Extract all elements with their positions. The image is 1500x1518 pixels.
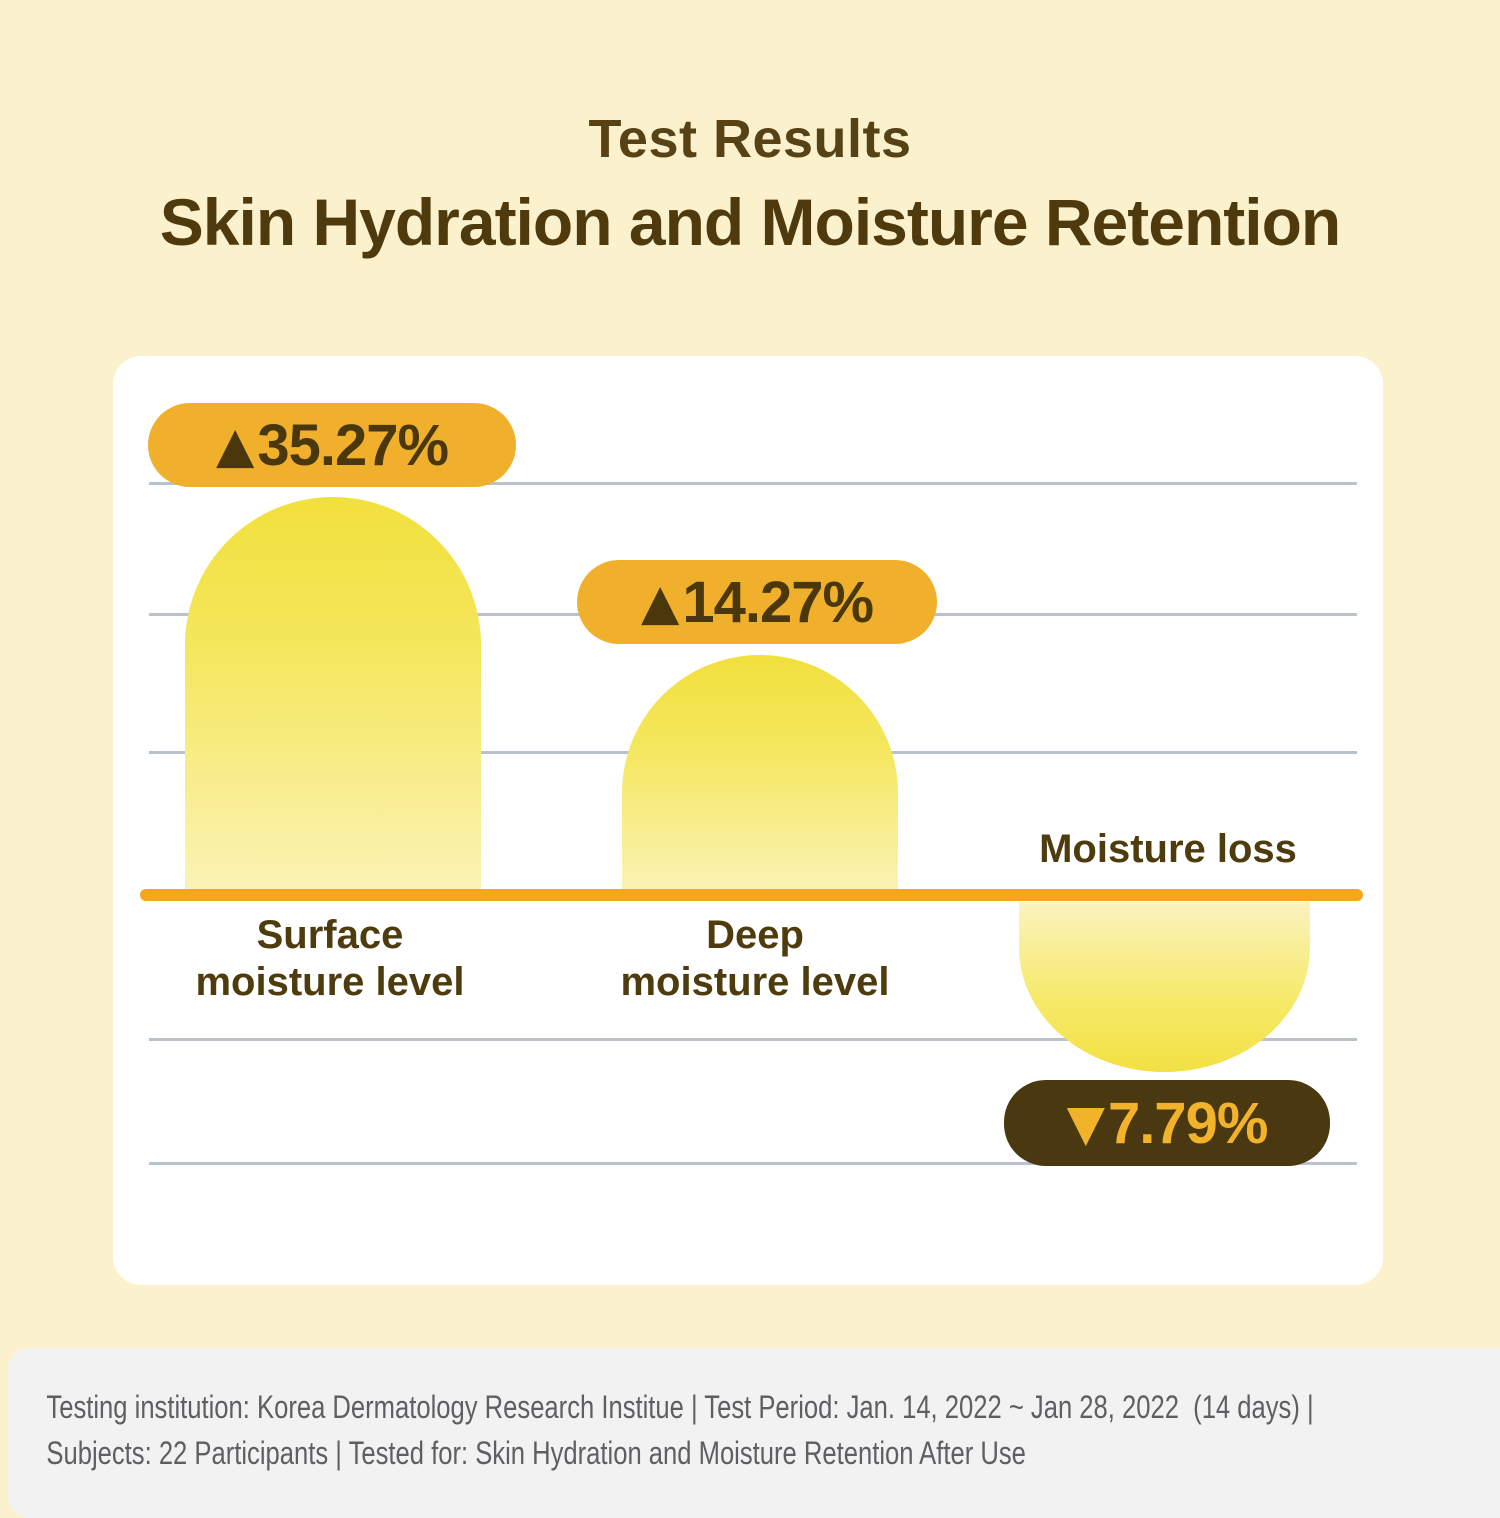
down-triangle-icon: ▼ — [1066, 1094, 1105, 1152]
header: Test Results Skin Hydration and Moisture… — [0, 108, 1500, 260]
badge-loss-value: ▼ 7.79% — [1004, 1080, 1330, 1166]
gridline — [149, 1038, 1357, 1041]
badge-value: 14.27% — [682, 569, 874, 635]
category-label-surface: Surface moisture level — [130, 912, 530, 1006]
page-title: Skin Hydration and Moisture Retention — [159, 185, 1341, 259]
badge-value: 7.79% — [1107, 1090, 1268, 1156]
category-label-line: moisture level — [195, 959, 465, 1004]
header-kicker: Test Results — [588, 109, 912, 169]
bar-surface-moisture — [185, 497, 481, 896]
category-label-line: moisture level — [620, 959, 890, 1004]
category-label-line: Surface — [256, 913, 404, 957]
bar-deep-moisture — [622, 655, 898, 896]
footer-note-text: Testing institution: Korea Dermatology R… — [8, 1348, 1454, 1476]
category-label-moisture-loss: Moisture loss — [1039, 827, 1297, 871]
footer-note-line: Subjects: 22 Participants | Tested for: … — [46, 1435, 1026, 1471]
footer-note-panel: Testing institution: Korea Dermatology R… — [8, 1348, 1500, 1518]
badge-value: 35.27% — [257, 412, 449, 478]
up-triangle-icon: ▲ — [640, 573, 679, 631]
gridline — [149, 482, 1357, 485]
gridline — [149, 1162, 1357, 1165]
category-label-deep: Deep moisture level — [555, 912, 955, 1006]
badge-surface-value: ▲ 35.27% — [148, 403, 516, 487]
up-triangle-icon: ▲ — [215, 416, 254, 474]
footer-note-line: Testing institution: Korea Dermatology R… — [46, 1389, 1314, 1425]
axis-baseline — [140, 889, 1363, 901]
chart-card: ▲ 35.27% ▲ 14.27% ▼ 7.79% Surface moistu… — [113, 356, 1383, 1285]
category-label-line: Deep — [706, 913, 804, 957]
badge-deep-value: ▲ 14.27% — [577, 560, 937, 644]
bar-moisture-loss — [1019, 902, 1310, 1072]
